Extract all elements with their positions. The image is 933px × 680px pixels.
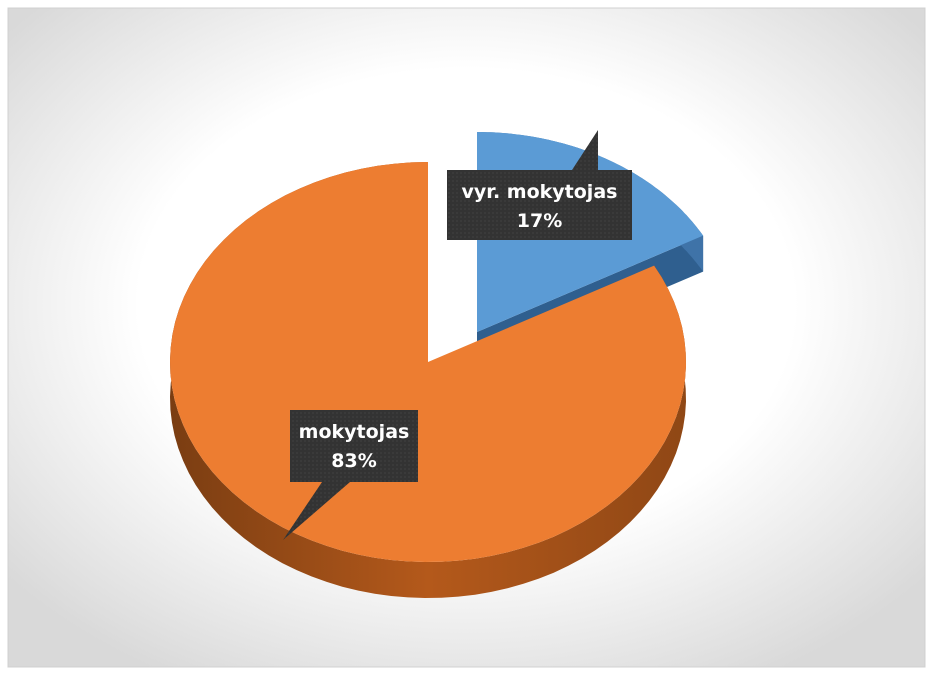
callout-box xyxy=(447,170,632,240)
label-name: mokytojas xyxy=(299,421,410,443)
callout-pointer xyxy=(283,482,350,540)
labels: vyr. mokytojas 17% mokytojas 83% xyxy=(283,130,632,540)
data-label: vyr. mokytojas 17% xyxy=(447,130,632,240)
data-label: mokytojas 83% xyxy=(283,410,418,540)
label-value: 17% xyxy=(517,210,562,232)
label-name: vyr. mokytojas xyxy=(462,181,618,203)
label-value: 83% xyxy=(331,450,376,472)
callout-pointer xyxy=(572,130,598,170)
callout-box xyxy=(290,410,418,482)
